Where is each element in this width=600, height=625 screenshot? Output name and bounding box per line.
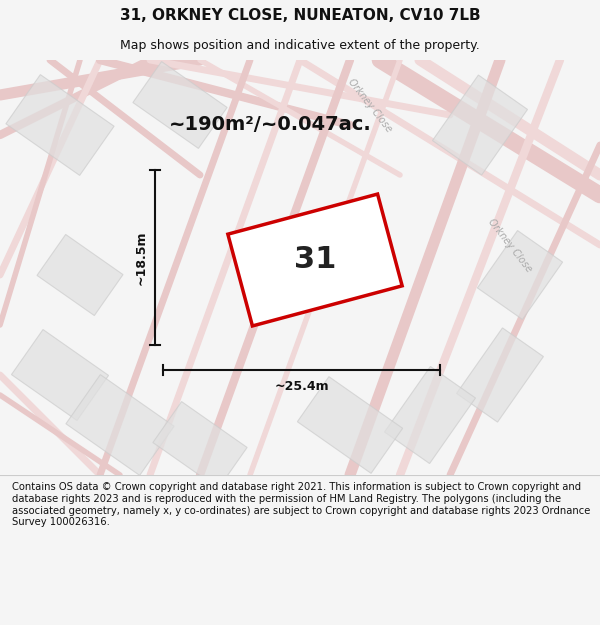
Polygon shape: [457, 328, 544, 422]
Polygon shape: [385, 366, 475, 464]
Text: ~190m²/~0.047ac.: ~190m²/~0.047ac.: [169, 116, 371, 134]
Polygon shape: [433, 75, 527, 175]
Polygon shape: [11, 329, 109, 421]
Polygon shape: [298, 377, 403, 473]
Text: Orkney Close: Orkney Close: [346, 76, 394, 134]
Text: Orkney Close: Orkney Close: [486, 216, 534, 274]
Text: ~18.5m: ~18.5m: [134, 230, 148, 285]
Polygon shape: [153, 402, 247, 488]
Polygon shape: [228, 194, 402, 326]
Polygon shape: [478, 231, 563, 319]
Polygon shape: [133, 62, 227, 148]
Polygon shape: [66, 374, 174, 476]
Text: Map shows position and indicative extent of the property.: Map shows position and indicative extent…: [120, 39, 480, 51]
Text: 31, ORKNEY CLOSE, NUNEATON, CV10 7LB: 31, ORKNEY CLOSE, NUNEATON, CV10 7LB: [119, 8, 481, 22]
Text: ~25.4m: ~25.4m: [274, 379, 329, 392]
Text: 31: 31: [294, 246, 336, 274]
Polygon shape: [37, 234, 123, 316]
Text: Contains OS data © Crown copyright and database right 2021. This information is : Contains OS data © Crown copyright and d…: [12, 482, 590, 528]
Polygon shape: [6, 74, 114, 176]
